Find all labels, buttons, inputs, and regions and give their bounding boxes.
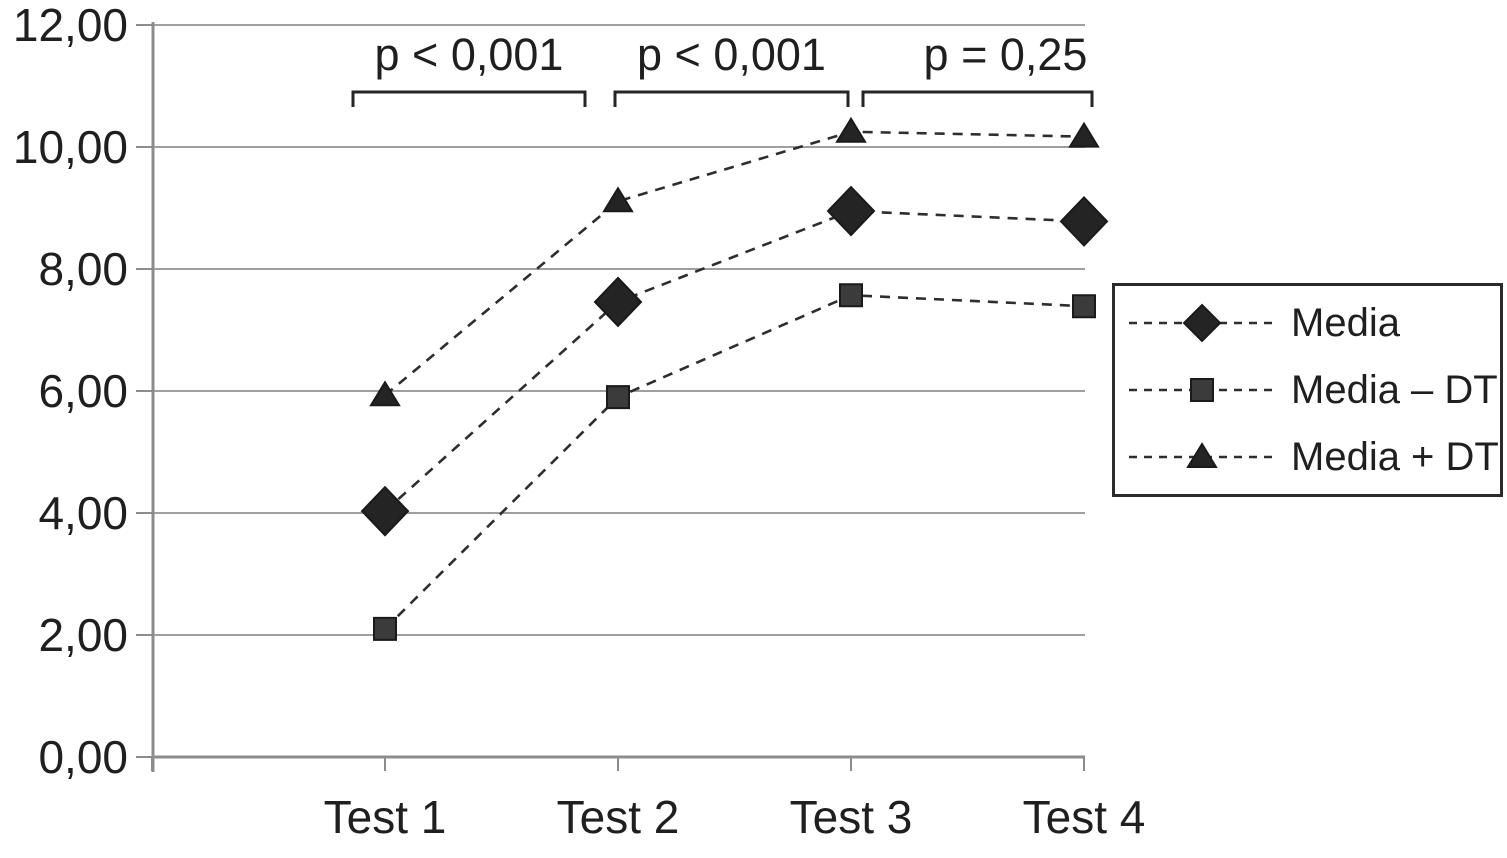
y-axis-tick-label: 4,00 (38, 487, 128, 539)
x-axis-category-label: Test 3 (789, 791, 913, 843)
marker-triangle-media-dt (602, 186, 634, 213)
y-axis-tick-label: 12,00 (12, 0, 128, 51)
legend-item: Media – DT (1127, 366, 1498, 414)
p-value-label: p = 0,25 (923, 29, 1088, 80)
legend-item-label: Media + DT (1291, 434, 1499, 479)
significance-bracket (861, 90, 1094, 107)
marker-diamond-media (593, 276, 643, 328)
marker-square-media-dt (373, 616, 397, 641)
x-axis-ticks (151, 757, 1085, 771)
legend-square-marker (1190, 377, 1214, 402)
marker-square-media-dt (606, 385, 630, 410)
marker-diamond-media (1059, 195, 1109, 247)
marker-diamond-media (360, 485, 410, 537)
series-line-media-dt (384, 130, 1085, 397)
legend: Media Media – DT Media + DT (1112, 283, 1503, 497)
x-axis-category-label: Test 2 (556, 791, 680, 843)
y-axis-tick-label: 6,00 (38, 365, 128, 417)
x-axis-category-label: Test 4 (1022, 791, 1146, 843)
gridlines (136, 24, 1085, 759)
legend-item-label: Media – DT (1291, 367, 1498, 412)
marker-triangle-media-dt (369, 380, 401, 407)
legend-item: Media + DT (1127, 433, 1499, 481)
legend-square-icon (1129, 377, 1275, 402)
legend-diamond-marker (1182, 303, 1222, 343)
marker-triangle-media-dt (1068, 121, 1100, 148)
marker-square-media-dt (839, 283, 863, 308)
series-line-media (384, 209, 1085, 513)
legend-item: Media (1127, 299, 1492, 347)
marker-triangle-media-dt (835, 116, 867, 143)
x-axis-category-label: Test 1 (323, 791, 447, 843)
marker-diamond-media (826, 185, 876, 237)
y-axis-tick-label: 8,00 (38, 243, 128, 295)
p-value-label: p < 0,001 (374, 29, 564, 80)
legend-triangle-icon (1129, 441, 1275, 468)
p-value-label: p < 0,001 (637, 29, 826, 80)
y-axis-tick-label: 2,00 (38, 609, 128, 661)
y-axis-tick-label: 10,00 (12, 121, 128, 173)
significance-bracket (613, 90, 850, 107)
legend-triangle-marker (1186, 441, 1218, 468)
legend-diamond-icon (1129, 303, 1275, 343)
marker-square-media-dt (1072, 294, 1096, 319)
significance-bracket (351, 90, 587, 107)
y-axis-tick-label: 0,00 (38, 731, 128, 783)
legend-item-label: Media (1291, 301, 1400, 346)
series-line-media-dt (384, 293, 1085, 630)
